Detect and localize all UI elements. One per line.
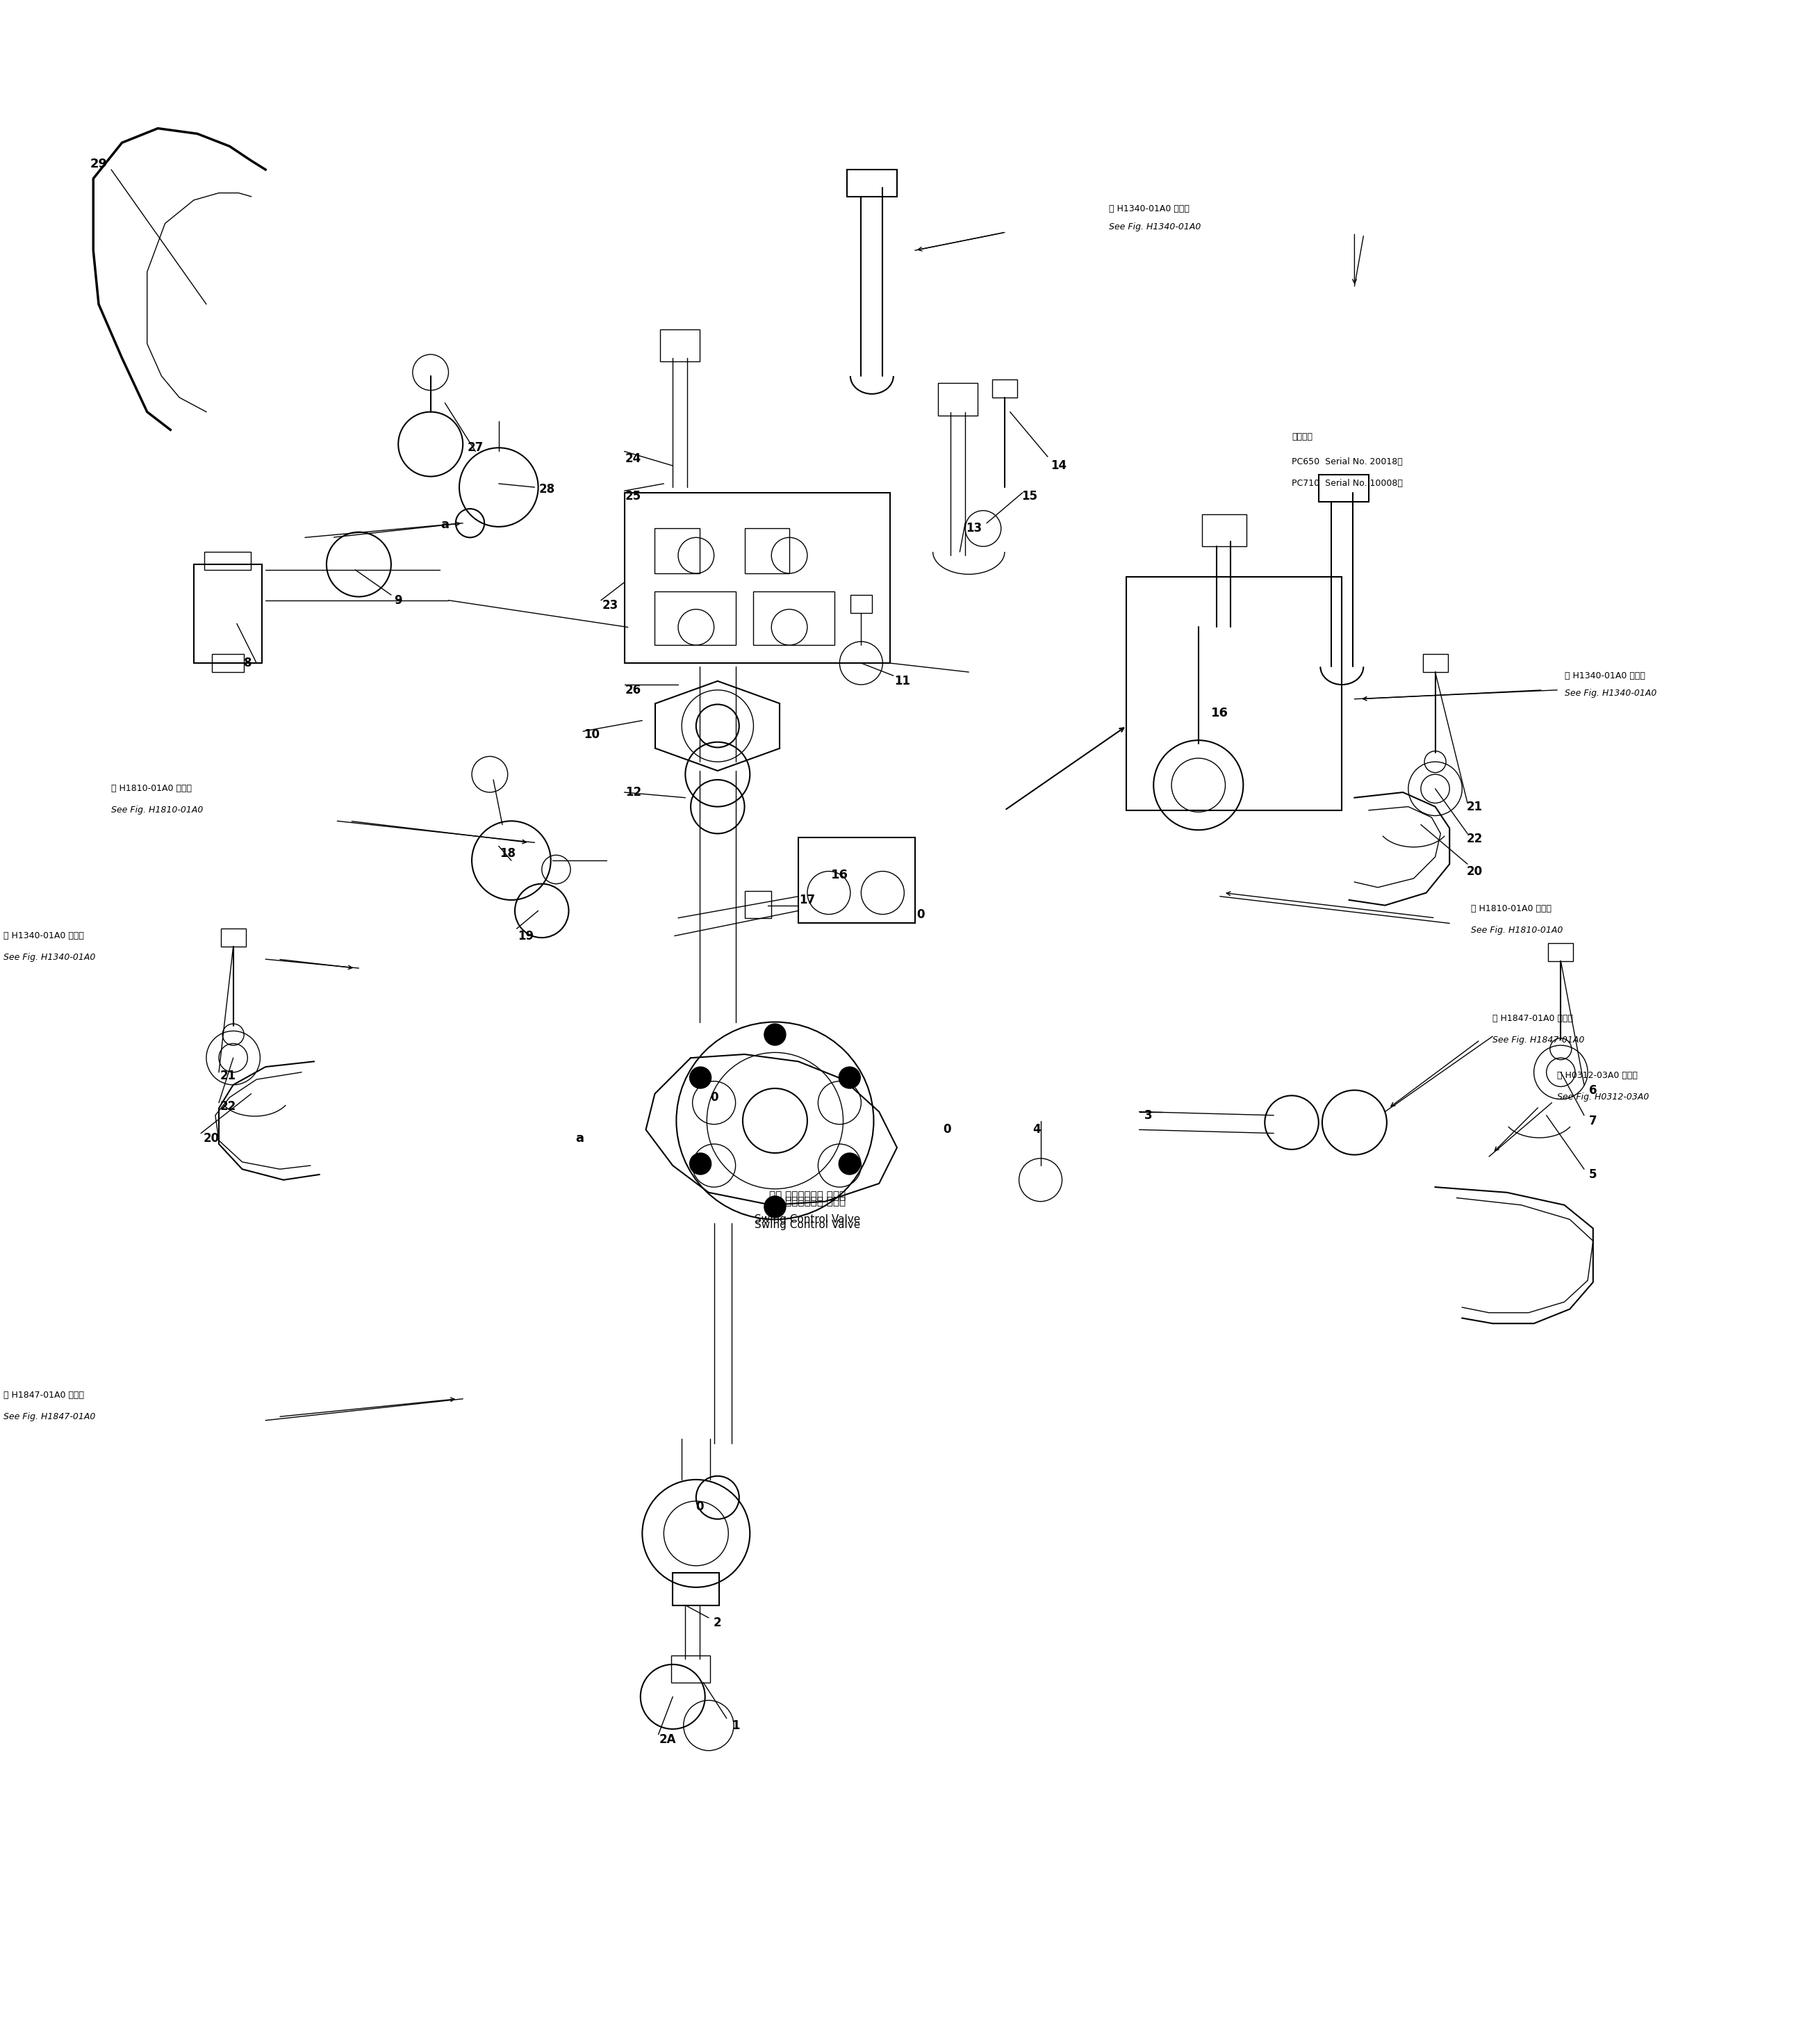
Text: 15: 15 — [1023, 491, 1037, 503]
Text: 1: 1 — [732, 1719, 739, 1731]
Text: 25: 25 — [626, 491, 640, 503]
Circle shape — [764, 1196, 786, 1218]
Text: 旋回 コントロール バルブ: 旋回 コントロール バルブ — [770, 1192, 845, 1202]
Text: 第 H1847-01A0 図参照: 第 H1847-01A0 図参照 — [1493, 1014, 1573, 1022]
Text: 20: 20 — [205, 1132, 219, 1145]
Text: Swing Control Valve: Swing Control Valve — [755, 1214, 859, 1224]
Text: a: a — [576, 1132, 583, 1145]
Bar — [660, 329, 700, 362]
Text: 0: 0 — [696, 1500, 703, 1513]
Text: 21: 21 — [1467, 801, 1482, 814]
Text: 2A: 2A — [658, 1733, 676, 1746]
Text: a: a — [441, 519, 448, 531]
Text: See Fig. H1810-01A0: See Fig. H1810-01A0 — [1471, 926, 1563, 934]
Text: 26: 26 — [626, 685, 640, 697]
Text: 9: 9 — [395, 595, 402, 607]
Text: 10: 10 — [585, 728, 599, 742]
Bar — [655, 591, 736, 646]
Bar — [221, 928, 246, 946]
Circle shape — [689, 1153, 710, 1175]
Text: 2: 2 — [714, 1617, 721, 1629]
Circle shape — [743, 1087, 807, 1153]
Text: See Fig. H1340-01A0: See Fig. H1340-01A0 — [4, 953, 95, 963]
Circle shape — [840, 1067, 861, 1087]
Bar — [671, 1656, 710, 1682]
Text: 第 H1810-01A0 図参照: 第 H1810-01A0 図参照 — [1471, 903, 1552, 914]
Text: 第 H1340-01A0 図参照: 第 H1340-01A0 図参照 — [1109, 204, 1189, 215]
Bar — [745, 529, 789, 574]
Text: See Fig. H1847-01A0: See Fig. H1847-01A0 — [1493, 1036, 1584, 1044]
Text: 第 H1810-01A0 図参照: 第 H1810-01A0 図参照 — [111, 785, 192, 793]
Text: 0: 0 — [710, 1091, 718, 1104]
Text: 4: 4 — [1033, 1124, 1041, 1136]
Bar — [205, 552, 251, 570]
Text: 22: 22 — [1466, 832, 1484, 846]
Bar — [194, 564, 262, 662]
Bar — [850, 595, 872, 613]
Text: 27: 27 — [466, 442, 484, 454]
Text: PC650  Serial No. 20018～: PC650 Serial No. 20018～ — [1292, 458, 1403, 466]
Bar — [798, 838, 915, 924]
Text: 適用号機: 適用号機 — [1292, 433, 1313, 442]
Text: 19: 19 — [518, 930, 533, 942]
Circle shape — [689, 1067, 710, 1087]
Bar — [753, 591, 834, 646]
Text: 旋回 コントロール バルブ: 旋回 コントロール バルブ — [770, 1196, 845, 1206]
Bar — [212, 654, 244, 672]
Bar — [1548, 942, 1573, 961]
Text: 28: 28 — [540, 482, 554, 495]
Bar — [1127, 576, 1342, 809]
Text: 第 H1340-01A0 図参照: 第 H1340-01A0 図参照 — [4, 932, 84, 940]
Circle shape — [764, 1024, 786, 1044]
Text: 第 H0312-03A0 図参照: 第 H0312-03A0 図参照 — [1557, 1071, 1638, 1081]
Text: 24: 24 — [624, 452, 642, 464]
Bar — [938, 382, 978, 415]
Text: 第 H1847-01A0 図参照: 第 H1847-01A0 図参照 — [4, 1390, 84, 1400]
Text: 16: 16 — [1211, 707, 1229, 719]
Bar — [1423, 654, 1448, 672]
Text: 3: 3 — [1145, 1110, 1152, 1122]
Bar — [1319, 474, 1369, 501]
Text: 22: 22 — [219, 1100, 237, 1112]
Bar — [847, 170, 897, 196]
Text: Swing Control Valve: Swing Control Valve — [755, 1220, 859, 1230]
Text: See Fig. H1340-01A0: See Fig. H1340-01A0 — [1109, 223, 1200, 231]
Text: 13: 13 — [967, 523, 981, 536]
Bar — [1202, 515, 1247, 546]
Bar — [992, 380, 1017, 397]
Text: See Fig. H0312-03A0: See Fig. H0312-03A0 — [1557, 1094, 1649, 1102]
Circle shape — [840, 1153, 861, 1175]
Text: 12: 12 — [626, 787, 640, 799]
Bar — [655, 529, 700, 574]
Text: See Fig. H1340-01A0: See Fig. H1340-01A0 — [1564, 689, 1656, 699]
Text: 17: 17 — [800, 893, 814, 905]
Text: PC710  Serial No. 10008～: PC710 Serial No. 10008～ — [1292, 478, 1403, 489]
Text: 0: 0 — [917, 908, 924, 920]
Polygon shape — [646, 1055, 897, 1206]
Text: 18: 18 — [501, 846, 515, 861]
Text: 16: 16 — [831, 869, 849, 881]
Text: 7: 7 — [1589, 1114, 1597, 1126]
Text: 0: 0 — [944, 1124, 951, 1136]
Text: See Fig. H1810-01A0: See Fig. H1810-01A0 — [111, 805, 203, 816]
Text: 11: 11 — [895, 675, 910, 687]
Text: 8: 8 — [244, 656, 251, 668]
Text: See Fig. H1847-01A0: See Fig. H1847-01A0 — [4, 1412, 95, 1421]
Text: 5: 5 — [1589, 1169, 1597, 1181]
Text: 29: 29 — [90, 157, 108, 170]
Text: 21: 21 — [221, 1069, 235, 1081]
Bar — [624, 493, 890, 662]
Text: 第 H1340-01A0 図参照: 第 H1340-01A0 図参照 — [1564, 670, 1645, 681]
Text: 6: 6 — [1589, 1083, 1597, 1096]
Bar — [745, 891, 771, 918]
Bar — [673, 1574, 719, 1605]
Text: 14: 14 — [1051, 460, 1066, 472]
Text: 20: 20 — [1467, 865, 1482, 877]
Text: 23: 23 — [601, 599, 619, 611]
